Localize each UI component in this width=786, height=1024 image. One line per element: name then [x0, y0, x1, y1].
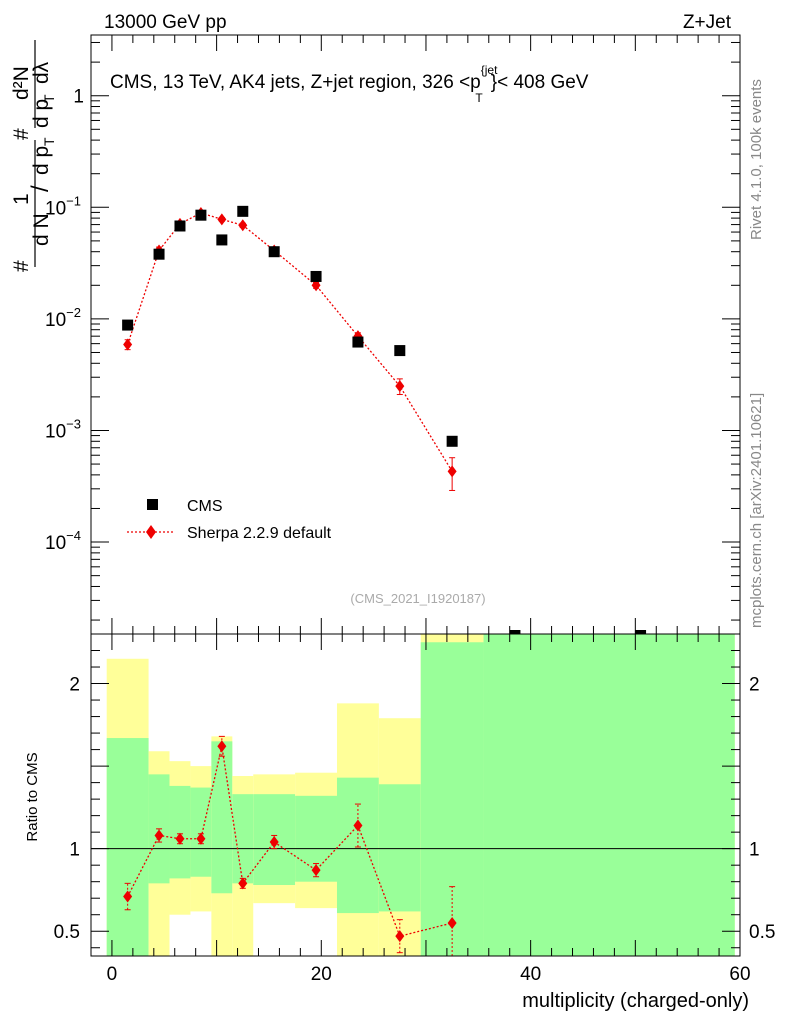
mcplots-label: mcplots.cern.ch [arXiv:2401.10621] — [748, 393, 765, 628]
svg-text:/: / — [27, 185, 54, 192]
ratio-y-axis-title: Ratio to CMS — [24, 752, 41, 841]
ratio-band-inner — [211, 741, 233, 894]
main-panel: CMS, 13 TeV, AK4 jets, Z+jet region, 326… — [45, 34, 741, 635]
main-y-tick-labels: 1 10−1 10−2 10−3 10−4 — [45, 87, 84, 554]
ratio-sherpa-point — [353, 819, 363, 832]
cms-point — [446, 435, 458, 447]
ratio-uncertainty-bands — [106, 634, 735, 956]
sherpa-point — [123, 338, 133, 351]
ratio-x-tick-label: 60 — [729, 964, 750, 985]
ratio-sherpa-point — [123, 890, 133, 903]
legend: CMS Sherpa 2.2.9 default — [127, 498, 332, 542]
analysis-tag: (CMS_2021_I1920187) — [350, 591, 485, 606]
cms-point — [174, 220, 186, 232]
ratio-y-tick-label-left: 0.5 — [54, 922, 80, 943]
svg-text:T: T — [41, 137, 57, 146]
ratio-band-inner — [420, 642, 484, 956]
cms-point — [153, 248, 165, 260]
cms-point — [394, 345, 406, 357]
cms-point — [635, 630, 647, 634]
main-title: CMS, 13 TeV, AK4 jets, Z+jet region, 326… — [110, 63, 589, 105]
rivet-version-label: Rivet 4.1.0, 100k events — [748, 79, 765, 240]
main-y-tick-label: 10−3 — [45, 416, 81, 442]
ratio-x-tick-label: 20 — [311, 964, 332, 985]
ratio-y-tick-label-right: 1 — [749, 840, 760, 861]
legend-sherpa-label: Sherpa 2.2.9 default — [187, 525, 332, 542]
ratio-sherpa-point — [311, 864, 321, 877]
ratio-band-inner — [232, 794, 254, 884]
svg-text:d p: d p — [30, 146, 53, 175]
header-energy-label: 13000 GeV pp — [104, 12, 227, 33]
ratio-band-inner — [106, 738, 149, 956]
ratio-y-tick-label-left: 2 — [69, 675, 80, 696]
cms-point — [352, 336, 364, 348]
sherpa-point — [395, 380, 405, 393]
ratio-sherpa-point — [447, 916, 457, 929]
ratio-band-inner — [169, 785, 191, 879]
sherpa-curve — [127, 212, 453, 472]
legend-cms-marker — [147, 499, 158, 510]
legend-cms-label: CMS — [187, 498, 223, 515]
x-axis-title: multiplicity (charged-only) — [522, 990, 749, 1012]
svg-text:d N: d N — [30, 213, 53, 246]
svg-text:#: # — [10, 128, 33, 140]
ratio-y-tick-labels-right: 0.5 1 2 — [749, 675, 775, 944]
ratio-band-inner — [483, 634, 735, 956]
cms-point — [268, 246, 280, 258]
ratio-sherpa-point — [238, 877, 248, 890]
legend-sherpa-marker — [146, 525, 156, 539]
ratio-sherpa-point — [395, 930, 405, 943]
svg-text:d²N: d²N — [10, 66, 33, 100]
main-y-tick-label: 1 — [73, 87, 84, 108]
main-axis-ticks — [91, 35, 741, 634]
sherpa-point — [311, 279, 321, 292]
svg-text:d p: d p — [30, 99, 53, 128]
cms-point — [122, 319, 134, 331]
ratio-band-inner — [190, 787, 212, 877]
ratio-sherpa-point — [269, 836, 279, 849]
ratio-y-tick-label-right: 0.5 — [749, 922, 775, 943]
main-y-tick-label: 10−4 — [45, 528, 81, 554]
ratio-y-tick-labels-left: 0.5 1 2 — [54, 675, 80, 944]
ratio-sherpa-point — [196, 832, 206, 845]
svg-text:dλ: dλ — [30, 61, 53, 84]
ratio-sherpa-point — [175, 832, 185, 845]
ratio-plot-marks — [123, 735, 457, 957]
main-y-tick-label: 10−1 — [45, 193, 81, 219]
main-y-axis-title: # 1 d N / d p T # d²N d p T dλ — [10, 40, 57, 272]
ratio-y-tick-label-right: 2 — [749, 675, 760, 696]
ratio-sherpa-point — [217, 740, 227, 753]
svg-text:1: 1 — [10, 193, 33, 205]
header-process-label: Z+Jet — [683, 12, 732, 33]
cms-point — [237, 205, 249, 217]
sherpa-point — [217, 213, 227, 226]
sherpa-point — [447, 465, 457, 478]
ratio-sherpa-point — [154, 829, 164, 842]
ratio-x-tick-labels: 0 20 40 60 — [107, 964, 751, 985]
ratio-x-tick-label: 40 — [520, 964, 541, 985]
svg-text:T: T — [41, 94, 57, 103]
main-plot-marks — [122, 205, 647, 634]
cms-point — [310, 270, 322, 282]
svg-text:#: # — [10, 260, 33, 272]
cms-point — [216, 234, 228, 246]
ratio-band-inner — [378, 784, 421, 912]
ratio-frame — [90, 633, 741, 957]
cms-point — [195, 209, 207, 221]
sherpa-point — [238, 219, 248, 232]
ratio-panel: 0.5 1 2 0.5 1 2 0 20 40 60 Ratio to CMS multipl… — [24, 633, 775, 1012]
ratio-x-tick-label: 0 — [107, 964, 118, 985]
main-frame — [90, 34, 741, 635]
main-y-tick-label: 10−2 — [45, 305, 81, 331]
ratio-y-tick-label-left: 1 — [69, 840, 80, 861]
cms-point — [509, 630, 521, 634]
